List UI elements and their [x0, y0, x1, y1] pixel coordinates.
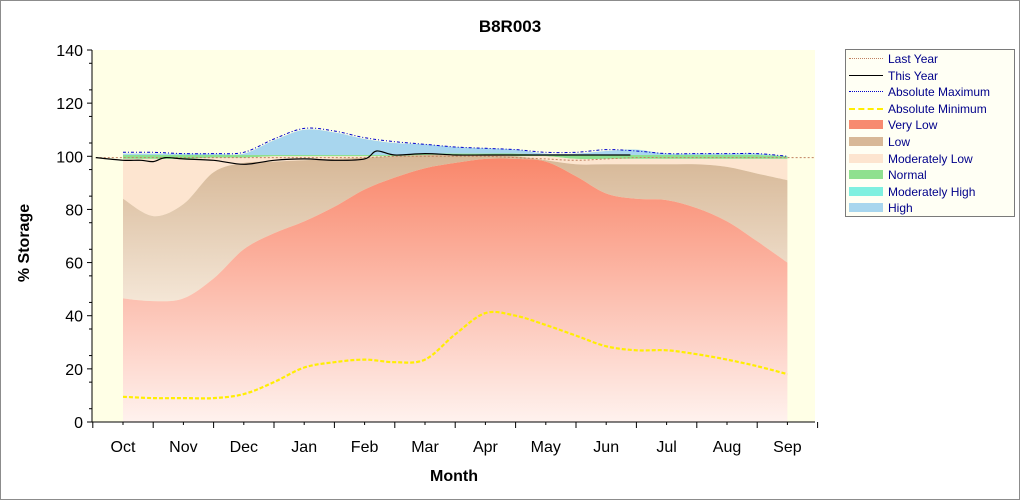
legend-item: High	[846, 200, 1014, 216]
y-tick-label: 80	[65, 202, 83, 219]
x-tick-label: Aug	[713, 439, 741, 456]
legend-swatch	[849, 58, 883, 59]
x-tick-label: Nov	[169, 439, 197, 456]
band-high	[123, 129, 788, 157]
x-axis-label: Month	[430, 468, 478, 485]
x-tick-label: May	[531, 439, 561, 456]
legend-label: Last Year	[888, 52, 939, 66]
legend-label: Very Low	[888, 118, 938, 133]
legend-item: Moderately Low	[846, 151, 1014, 167]
legend-item: Normal	[846, 167, 1014, 183]
legend-label: High	[888, 201, 913, 216]
legend-swatch	[849, 137, 883, 146]
axes: 0 20 40 60 80 100 120 140 Oct Nov Dec Jan Feb Mar Apr M…	[56, 43, 819, 456]
x-tick-label: Jul	[656, 439, 676, 456]
legend-label: Normal	[888, 168, 927, 183]
y-tick-label: 100	[56, 149, 83, 166]
chart-title: B8R003	[479, 17, 541, 36]
legend-item: Very Low	[846, 117, 1014, 133]
legend-item: This Year	[846, 68, 1014, 84]
series-line-last-year	[95, 155, 815, 161]
legend-item: Moderately High	[846, 184, 1014, 200]
series-line-absolute-minimum	[122, 310, 788, 400]
legend-item: Absolute Maximum	[846, 84, 1014, 100]
y-tick-label: 40	[65, 309, 83, 326]
band-very-low	[123, 158, 788, 423]
x-tick-label: Sep	[773, 439, 802, 456]
x-tick-label: Mar	[411, 439, 439, 456]
legend-swatch	[849, 186, 883, 196]
y-tick-label: 140	[56, 43, 83, 60]
x-tick-label: Apr	[473, 439, 499, 456]
band-low	[123, 154, 788, 302]
storage-bands	[123, 129, 788, 423]
legend-item: Low	[846, 134, 1014, 150]
legend-label: Moderately Low	[888, 151, 973, 166]
y-tick-label: 0	[74, 415, 83, 432]
chart-legend: Last Year This Year Absolute Maximum Absolu…	[845, 49, 1015, 217]
series-line-this-year	[95, 150, 631, 165]
x-tick-label: Feb	[351, 439, 379, 456]
x-tick-label: Oct	[111, 439, 136, 456]
legend-swatch	[849, 170, 883, 180]
y-tick-label: 20	[65, 362, 83, 379]
legend-label: Moderately High	[888, 184, 976, 199]
x-tick-label: Jan	[291, 439, 317, 456]
legend-label: This Year	[888, 68, 939, 83]
y-tick-label: 120	[56, 96, 83, 113]
series-lines	[95, 127, 815, 400]
legend-item: Absolute Minimum	[846, 101, 1014, 117]
legend-item: Last Year	[846, 51, 1014, 67]
y-axis-label: % Storage	[16, 204, 33, 282]
legend-swatch	[849, 91, 883, 93]
x-tick-label: Jun	[593, 439, 619, 456]
legend-swatch	[849, 120, 883, 130]
legend-swatch	[849, 153, 883, 163]
x-tick-label: Dec	[230, 439, 258, 456]
band-moderately-low	[123, 154, 788, 217]
legend-swatch	[849, 107, 883, 110]
legend-label: Absolute Maximum	[888, 85, 991, 100]
series-line-absolute-maximum	[122, 127, 788, 157]
legend-label: Low	[888, 135, 911, 149]
legend-label: Absolute Minimum	[888, 101, 987, 116]
legend-swatch	[849, 74, 883, 76]
legend-swatch	[849, 203, 883, 213]
y-tick-label: 60	[65, 256, 83, 273]
